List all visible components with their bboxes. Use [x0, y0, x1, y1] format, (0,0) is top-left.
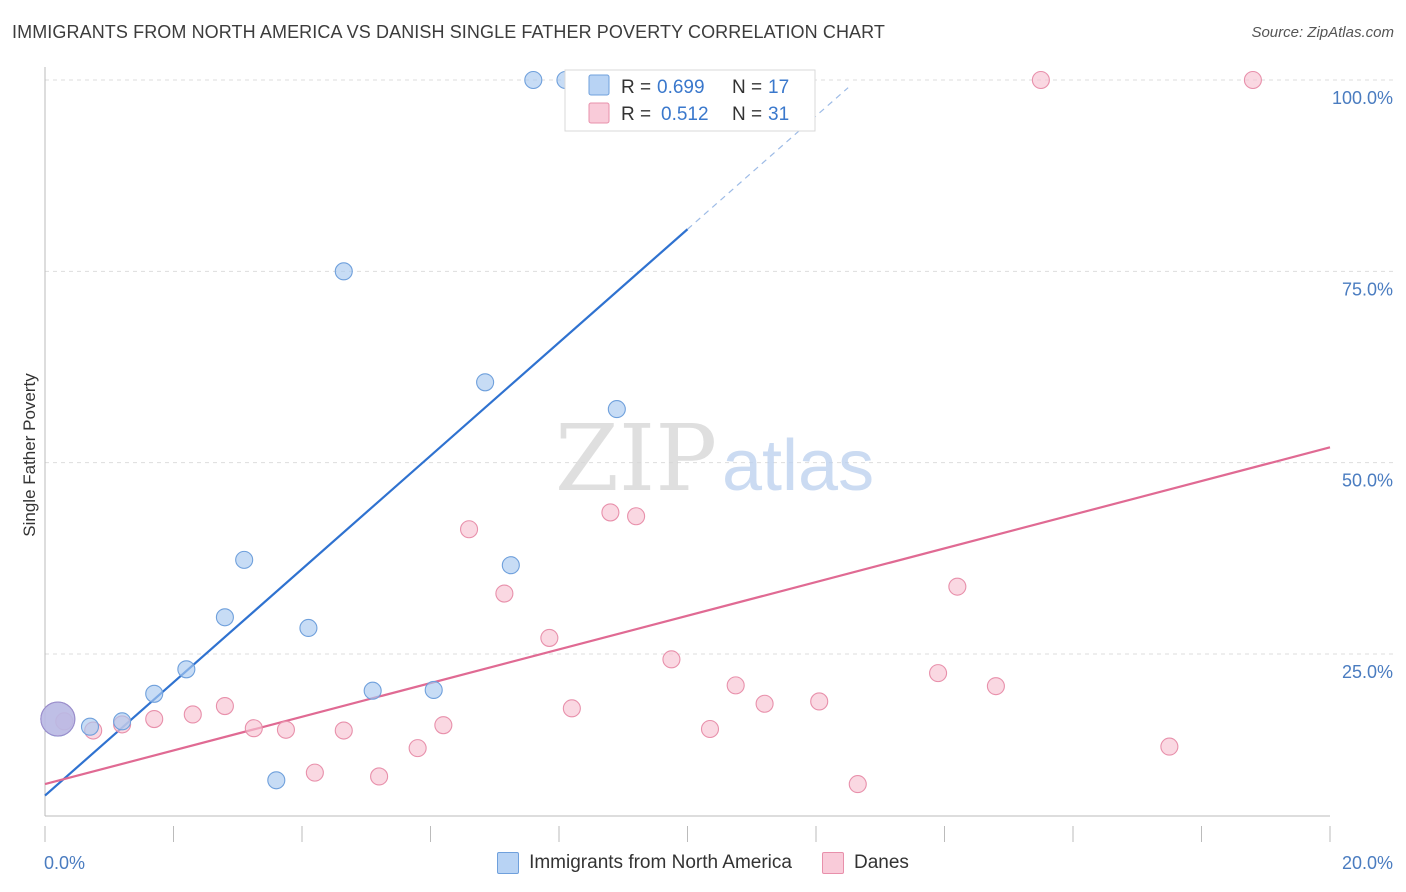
point-danes	[986, 677, 1005, 696]
point-immigrants	[113, 712, 132, 731]
x-tick-label: 0.0%	[44, 853, 85, 873]
point-immigrants	[501, 556, 520, 575]
legend-r-immigrants: 0.699	[657, 77, 705, 98]
point-danes	[726, 676, 745, 695]
legend-r-danes: 0.512	[661, 104, 709, 125]
point-danes	[434, 716, 453, 735]
legend-n-immigrants: 17	[768, 77, 789, 98]
legend-n-danes: 31	[768, 104, 789, 125]
point-danes	[562, 699, 581, 718]
point-immigrants	[299, 618, 318, 638]
point-immigrants	[267, 771, 286, 790]
point-immigrants	[607, 400, 626, 419]
point-immigrants	[215, 608, 234, 627]
chart-title: IMMIGRANTS FROM NORTH AMERICA VS DANISH …	[12, 22, 886, 42]
legend-swatch-immigrants	[588, 74, 610, 96]
point-danes	[848, 775, 867, 794]
legend-label-immigrants: Immigrants from North America	[529, 852, 792, 873]
x-tick-label: 20.0%	[1342, 853, 1393, 873]
point-danes	[627, 507, 646, 526]
point-immigrants	[145, 684, 164, 703]
point-danes	[305, 763, 324, 782]
point-danes	[601, 503, 620, 522]
point-immigrants	[80, 717, 100, 736]
watermark-zip: ZIP	[555, 405, 717, 512]
legend-item-immigrants: Immigrants from North America	[497, 852, 792, 874]
y-tick-label: 25.0%	[1342, 662, 1393, 682]
y-tick-label: 100.0%	[1332, 88, 1393, 108]
svg-text:N =: N =	[732, 104, 762, 125]
axes	[44, 67, 1331, 842]
point-danes	[948, 577, 967, 596]
y-tick-label: 75.0%	[1342, 279, 1393, 299]
legend-item-danes: Danes	[821, 852, 909, 874]
trend-line-extension	[687, 87, 849, 230]
point-danes	[700, 719, 720, 739]
legend-label-danes: Danes	[853, 852, 909, 873]
point-danes	[929, 664, 948, 683]
point-immigrants	[524, 70, 543, 90]
point-immigrants	[476, 373, 495, 392]
svg-text:R =: R =	[621, 104, 651, 125]
stats-legend: R = 0.699 N = 17 R = 0.512 N = 31	[564, 69, 816, 132]
bottom-legend: Immigrants from North America Danes	[0, 852, 1406, 874]
point-danes	[495, 584, 514, 603]
data-points	[40, 70, 1262, 794]
point-danes	[244, 719, 263, 738]
point-overlap	[40, 701, 76, 737]
point-danes	[145, 710, 164, 729]
point-danes	[370, 767, 389, 786]
point-danes	[1160, 737, 1179, 756]
point-danes	[1031, 70, 1050, 90]
point-immigrants	[235, 550, 254, 569]
point-danes	[662, 650, 681, 669]
point-danes	[276, 720, 295, 739]
point-danes	[334, 721, 353, 740]
source-credit: Source: ZipAtlas.com	[1251, 24, 1394, 41]
legend-swatch	[821, 852, 844, 874]
point-danes	[459, 520, 479, 539]
point-danes	[1243, 70, 1262, 90]
point-danes	[183, 705, 202, 724]
tick-labels: 25.0% 50.0% 75.0% 100.0% 0.0% 20.0%	[44, 88, 1393, 873]
trend-line-0	[44, 228, 689, 797]
point-immigrants	[424, 680, 443, 700]
legend-swatch-danes	[588, 102, 610, 124]
legend-swatch	[497, 852, 520, 874]
watermark-atlas: atlas	[722, 426, 874, 506]
point-danes	[408, 739, 427, 758]
point-immigrants	[334, 262, 353, 281]
y-tick-label: 50.0%	[1342, 471, 1393, 491]
point-danes	[540, 628, 559, 647]
svg-text:N =: N =	[732, 77, 762, 98]
point-danes	[215, 696, 234, 716]
point-immigrants	[363, 681, 382, 700]
point-danes	[810, 692, 829, 711]
point-immigrants	[177, 660, 196, 679]
point-danes	[755, 694, 774, 713]
watermark: ZIP atlas	[555, 405, 874, 512]
svg-text:R =: R =	[621, 77, 651, 98]
